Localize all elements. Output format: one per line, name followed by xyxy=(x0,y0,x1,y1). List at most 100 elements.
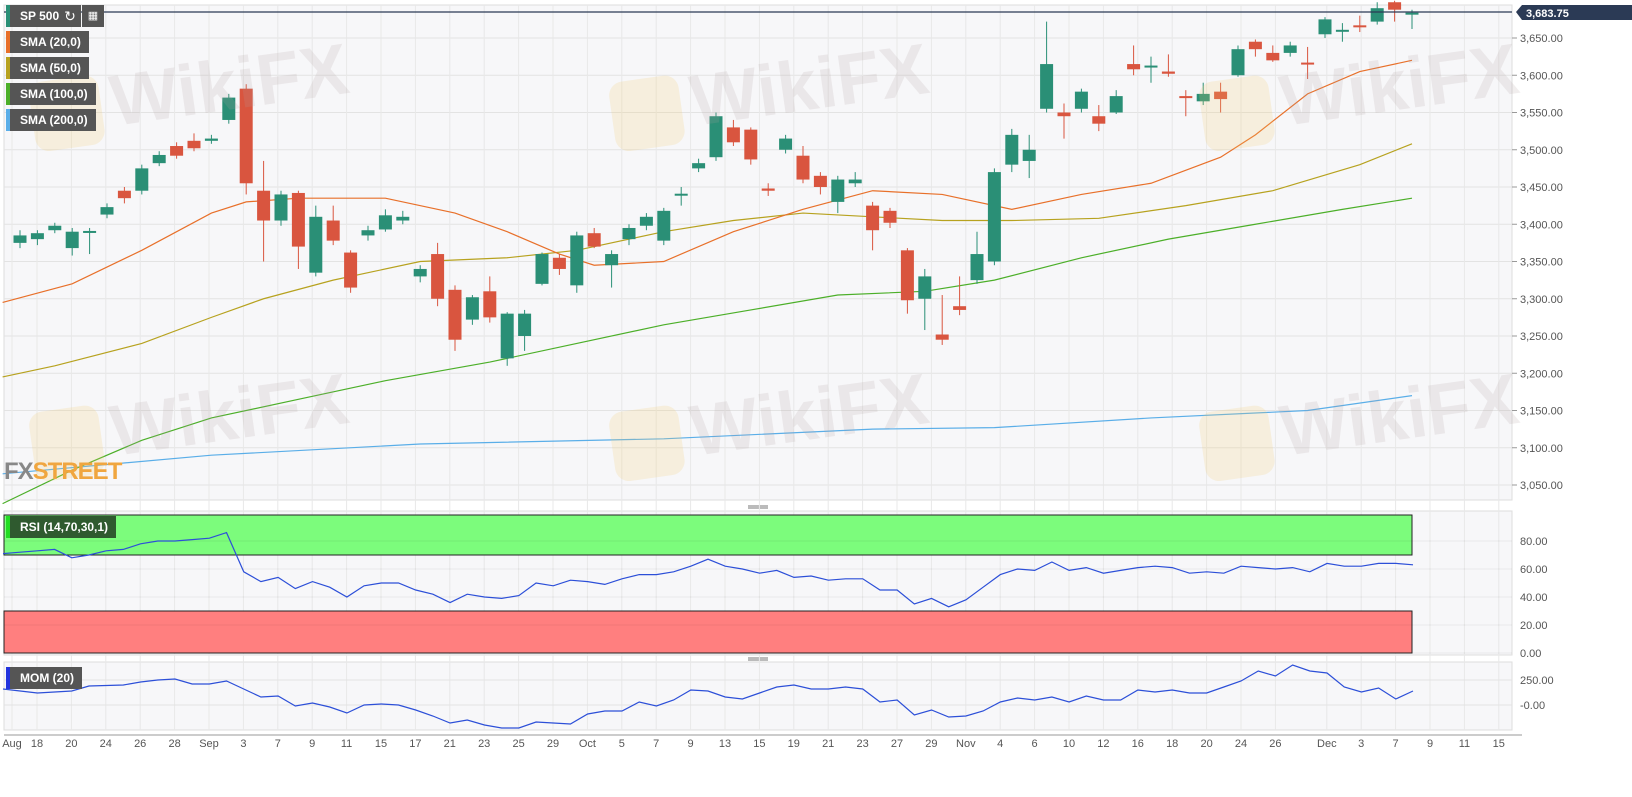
candle-body xyxy=(222,97,236,120)
candle-body xyxy=(639,216,653,226)
x-tick-label: 3 xyxy=(240,738,246,750)
candle-body xyxy=(1388,2,1402,10)
candle-body xyxy=(309,216,323,273)
candle-body xyxy=(761,188,775,191)
y-tick-label: 3,650.00 xyxy=(1520,33,1563,45)
x-tick-label: Sep xyxy=(199,738,219,750)
candle-body xyxy=(1318,19,1332,35)
fxstreet-logo: FXSTREET xyxy=(4,458,122,486)
sma20-line xyxy=(2,59,1413,304)
sma-100-label[interactable]: SMA (100,0) xyxy=(6,83,96,105)
sma200-line xyxy=(2,395,1413,475)
candle-body xyxy=(552,257,566,269)
x-tick-label: 3 xyxy=(1358,738,1364,750)
x-tick-label: 12 xyxy=(1097,738,1109,750)
y-tick-label: 3,250.00 xyxy=(1520,331,1563,343)
mom-label[interactable]: MOM (20) xyxy=(6,667,82,689)
candle-body xyxy=(900,250,914,301)
x-tick-label: 23 xyxy=(478,738,490,750)
y-tick-label: 3,150.00 xyxy=(1520,406,1563,418)
y-tick-label: 3,050.00 xyxy=(1520,480,1563,492)
candle-body xyxy=(100,207,114,215)
candle-body xyxy=(431,254,445,299)
rsi-tick-label: 60.00 xyxy=(1520,564,1548,576)
candle-body xyxy=(204,138,218,141)
y-tick-label: 3,300.00 xyxy=(1520,294,1563,306)
resize-handle xyxy=(748,505,768,509)
candle-body xyxy=(935,334,949,340)
x-tick-label: 7 xyxy=(653,738,659,750)
candle-body xyxy=(361,230,375,236)
current-price-tag xyxy=(1516,5,1632,20)
sma-200-label[interactable]: SMA (200,0) xyxy=(6,109,96,131)
y-tick-label: 3,100.00 xyxy=(1520,443,1563,455)
x-tick-label: 20 xyxy=(1200,738,1212,750)
candle-body xyxy=(1266,52,1280,61)
candle-body xyxy=(1248,41,1262,50)
candle-body xyxy=(1092,116,1106,124)
calendar-icon[interactable]: ▦ xyxy=(82,5,104,27)
candle-body xyxy=(883,210,897,223)
candle-body xyxy=(413,268,427,277)
candle-body xyxy=(1301,62,1315,65)
x-tick-label: 6 xyxy=(1032,738,1038,750)
candle-body xyxy=(1161,71,1175,74)
candle-body xyxy=(987,172,1001,262)
candle-body xyxy=(83,230,97,233)
candle-body xyxy=(1335,29,1349,32)
candle-body xyxy=(1057,112,1071,117)
candle-body xyxy=(483,291,497,318)
logo-part: FX xyxy=(4,458,34,485)
x-tick-label: 21 xyxy=(444,738,456,750)
candle-body xyxy=(970,254,984,281)
mom-tick-label: 250.00 xyxy=(1520,675,1554,687)
candle-body xyxy=(587,233,601,247)
candle-body xyxy=(848,179,862,184)
candle-body xyxy=(1109,96,1123,113)
candle-body xyxy=(500,313,514,359)
rsi-label[interactable]: RSI (14,70,30,1) xyxy=(6,516,117,538)
rsi-tick-label: 0.00 xyxy=(1520,648,1541,660)
candle-body xyxy=(448,289,462,340)
x-tick-label: 26 xyxy=(134,738,146,750)
candle-body xyxy=(796,155,810,180)
candle-body xyxy=(1005,134,1019,165)
y-tick-label: 3,600.00 xyxy=(1520,70,1563,82)
x-tick-label: 20 xyxy=(65,738,77,750)
candle-body xyxy=(1405,12,1419,15)
candle-body xyxy=(1353,25,1367,28)
candle-body xyxy=(48,225,62,231)
candle-body xyxy=(779,138,793,150)
x-tick-label: 11 xyxy=(1459,738,1470,750)
candle-body xyxy=(1074,91,1088,109)
refresh-icon[interactable]: ↻ xyxy=(59,5,81,27)
y-tick-label: 3,400.00 xyxy=(1520,219,1563,231)
x-tick-label: Dec xyxy=(1317,738,1337,750)
x-tick-label: 15 xyxy=(375,738,387,750)
sma-20-label[interactable]: SMA (20,0) xyxy=(6,31,89,53)
x-tick-label: 24 xyxy=(100,738,112,750)
candle-body xyxy=(1022,149,1036,161)
candle-body xyxy=(187,140,201,149)
candle-body xyxy=(692,163,706,169)
y-tick-label: 3,200.00 xyxy=(1520,368,1563,380)
rsi-tick-label: 40.00 xyxy=(1520,592,1548,604)
candle-body xyxy=(813,175,827,187)
sma-50-label[interactable]: SMA (50,0) xyxy=(6,57,89,79)
x-tick-label: 19 xyxy=(788,738,800,750)
candle-body xyxy=(1144,65,1158,68)
x-tick-label: 29 xyxy=(547,738,559,750)
x-tick-label: 18 xyxy=(31,738,43,750)
candle-body xyxy=(622,227,636,240)
candle-body xyxy=(744,129,758,160)
candle-body xyxy=(344,252,358,288)
symbol-label[interactable]: SP 500 xyxy=(6,5,68,27)
candle-body xyxy=(674,193,688,196)
oversold-zone xyxy=(3,610,1413,654)
x-tick-label: 9 xyxy=(1427,738,1433,750)
candle-body xyxy=(570,235,584,286)
x-tick-label: Nov xyxy=(956,738,976,750)
x-tick-label: Oct xyxy=(579,738,596,750)
x-tick-label: 25 xyxy=(512,738,524,750)
